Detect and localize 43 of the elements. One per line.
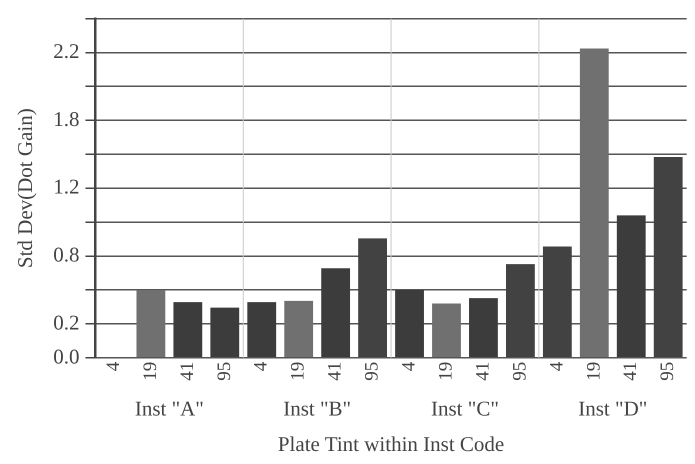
bar [542, 246, 572, 358]
text: Inst "A" [134, 396, 204, 421]
bar [580, 48, 609, 358]
y-tick-label: 2.2 [53, 39, 80, 64]
bar [506, 264, 535, 358]
x-tick-label: 19 [583, 362, 604, 381]
bar [358, 238, 387, 358]
x-tick-label: 95 [214, 362, 235, 381]
x-tick-label: 4 [546, 361, 568, 372]
x-tick-label: 4 [250, 361, 272, 372]
x-tick-label: 19 [140, 362, 161, 381]
x-axis-title: Plate Tint within Inst Code [278, 432, 504, 456]
x-tick-label: 95 [362, 362, 383, 381]
y-tick-label: 0.0 [53, 344, 80, 368]
y-axis-title: Std Dev(Dot Gain) [13, 108, 38, 268]
bar [210, 308, 240, 358]
x-tick-label: 41 [620, 362, 642, 381]
y-tick-label: 0.8 [53, 242, 80, 267]
bar [247, 302, 276, 358]
bar [321, 268, 350, 358]
y-tick-label: 0.2 [53, 310, 80, 334]
x-tick-label: 41 [472, 362, 494, 381]
bar [654, 156, 683, 358]
y-tick-label: 1.8 [53, 106, 80, 131]
bar [616, 215, 646, 358]
x-tick-label: 19 [288, 362, 309, 381]
bar [469, 298, 498, 358]
bar [432, 304, 461, 358]
x-tick-label: 95 [509, 362, 530, 381]
x-tick-label: 41 [176, 362, 198, 381]
bar [136, 290, 166, 358]
x-tick-label: 41 [324, 362, 346, 381]
bar [284, 300, 314, 358]
x-tick-label: 19 [435, 362, 456, 381]
x-tick-label: 4 [398, 361, 420, 372]
text: Inst "C" [431, 396, 499, 421]
text: Inst "D" [578, 396, 648, 421]
bar [395, 290, 424, 358]
bar [173, 302, 202, 358]
y-tick-label: 1.2 [53, 174, 80, 199]
x-tick-label: 4 [102, 361, 124, 372]
text: Inst "B" [283, 396, 352, 421]
x-tick-label: 95 [657, 362, 678, 381]
